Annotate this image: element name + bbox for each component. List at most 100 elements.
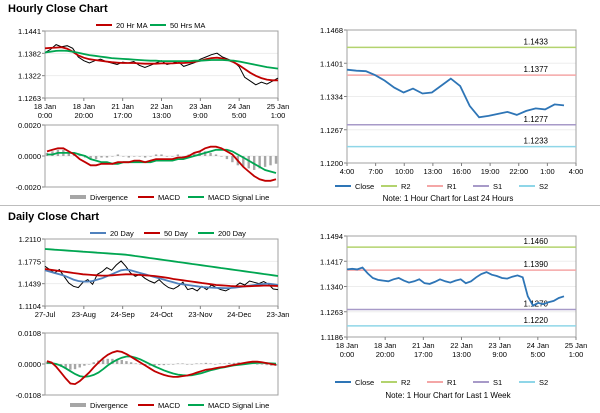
series-200-day [44,248,279,277]
series-close [44,44,279,86]
legend-label-close: Close [355,378,374,387]
divergence-bar [176,363,180,365]
y-tick-label: 0.0000 [18,152,41,161]
divergence-bar [157,364,161,366]
legend-label-r2: R2 [401,378,411,387]
x-tick-label: 1:00 [569,350,584,359]
divergence-bar [242,156,245,167]
x-tick-label: 25 Jan [565,341,588,350]
divergence-bar [116,154,120,156]
x-tick-label: 1:00 [540,167,555,176]
x-tick-label: 18 Jan [34,102,57,111]
y-tick-label: 1.2110 [19,235,41,244]
legend-label-s2: S2 [539,378,548,387]
legend-label-r2: R2 [401,182,411,191]
divergence-bar [171,156,174,157]
divergence-bar [129,362,133,364]
x-tick-label: 22:00 [509,167,528,176]
level-label-s2: 1.1233 [524,137,549,146]
plot-frame [44,30,279,99]
legend-label-50-day: 50 Day [164,229,188,238]
divergence-bar [83,364,86,366]
divergence-bar [232,362,236,364]
x-tick-label: 7:00 [368,167,383,176]
y-tick-label: 1.1340 [320,283,343,292]
x-tick-label: 19:00 [481,167,500,176]
legend-label-divergence: Divergence [90,401,128,410]
divergence-bar [193,152,196,156]
legend-label-r1: R1 [447,182,457,191]
x-tick-label: 25 Jan [267,102,290,111]
legend-label-s1: S1 [493,182,502,191]
legend-label-r1: R1 [447,378,457,387]
legend-label-50-hrs-ma: 50 Hrs MA [170,21,205,30]
y-tick-label: 1.1417 [320,257,343,266]
legend-label-20-day: 20 Day [110,229,134,238]
y-tick-label: 1.1263 [320,308,343,317]
series-20-hr-ma [44,46,278,82]
x-tick-label: 20:00 [74,111,93,120]
series-macd [46,350,277,386]
divergence-bar [220,156,223,157]
divergence-bar [139,364,142,365]
divergence-bar [263,156,267,167]
x-tick-label: 13:00 [423,167,442,176]
y-tick-label: 0.0000 [18,360,41,369]
divergence-bar [214,364,217,365]
legend-label-macd: MACD [158,193,181,202]
divergence-bar [195,363,198,365]
legend-label-macd: MACD [158,401,181,410]
daily-macd-chart: 0.0108 0.0000 -0.0108 Divergence MACD MACD Si… [16,329,279,410]
y-tick-label: -0.0020 [16,183,41,192]
x-tick-label: 9:00 [193,111,208,120]
divergence-bar [89,156,92,160]
divergence-bar [127,156,130,158]
divergence-bar [214,154,218,156]
legend-label-20-hr-ma: 20 Hr MA [116,21,148,30]
divergence-bar [149,156,152,157]
x-tick-label: 0:00 [340,350,355,359]
divergence-bar [143,156,147,158]
legend-label-s2: S2 [539,182,548,191]
legend-label-close: Close [355,182,374,191]
legend-label-divergence: Divergence [90,193,128,202]
plot-frame [44,332,279,396]
x-tick-label: 5:00 [531,350,546,359]
divergence-bar [186,364,189,365]
divergence-bar [269,156,272,166]
divergence-bar [171,364,175,365]
series-close [346,266,565,307]
divergence-bar [111,156,114,157]
chart-note: Note: 1 Hour Chart for Last 24 Hours [383,194,514,203]
x-tick-label: 5:00 [232,111,247,120]
x-tick-label: 16:00 [452,167,471,176]
legend-label-macd-signal-line: MACD Signal Line [208,401,269,410]
x-tick-label: 17:00 [113,111,132,120]
legend-swatch [70,195,86,199]
divergence-bar [45,361,49,364]
series-macd-signal-line [47,148,277,174]
x-tick-label: 23 Jan [189,102,212,111]
y-tick-label: 1.1104 [19,302,41,311]
hourly-levels-chart: 1.1468 1.1401 1.1334 1.1267 1.1200 1.1433 1.13… [320,26,583,203]
divergence-bar [209,363,212,365]
y-tick-label: 1.1267 [320,126,343,135]
divergence-bar [101,359,105,364]
series-close [346,68,565,119]
divergence-bar [223,363,226,365]
y-tick-label: 1.1401 [320,59,343,68]
divergence-bar [153,364,156,366]
level-label-s2: 1.1220 [524,316,549,325]
x-tick-label: 13:00 [152,111,171,120]
divergence-bar [100,156,103,158]
y-tick-label: 1.1775 [18,257,41,266]
legend-label-s1: S1 [493,378,502,387]
x-tick-label: 23-Nov [188,310,212,319]
x-tick-label: 23-Aug [72,310,96,319]
x-tick-label: 24 Jan [527,341,550,350]
divergence-bar [182,156,185,157]
divergence-bar [78,364,81,368]
divergence-bar [162,364,166,366]
divergence-bar [154,154,158,156]
y-tick-label: 0.0108 [18,329,41,338]
